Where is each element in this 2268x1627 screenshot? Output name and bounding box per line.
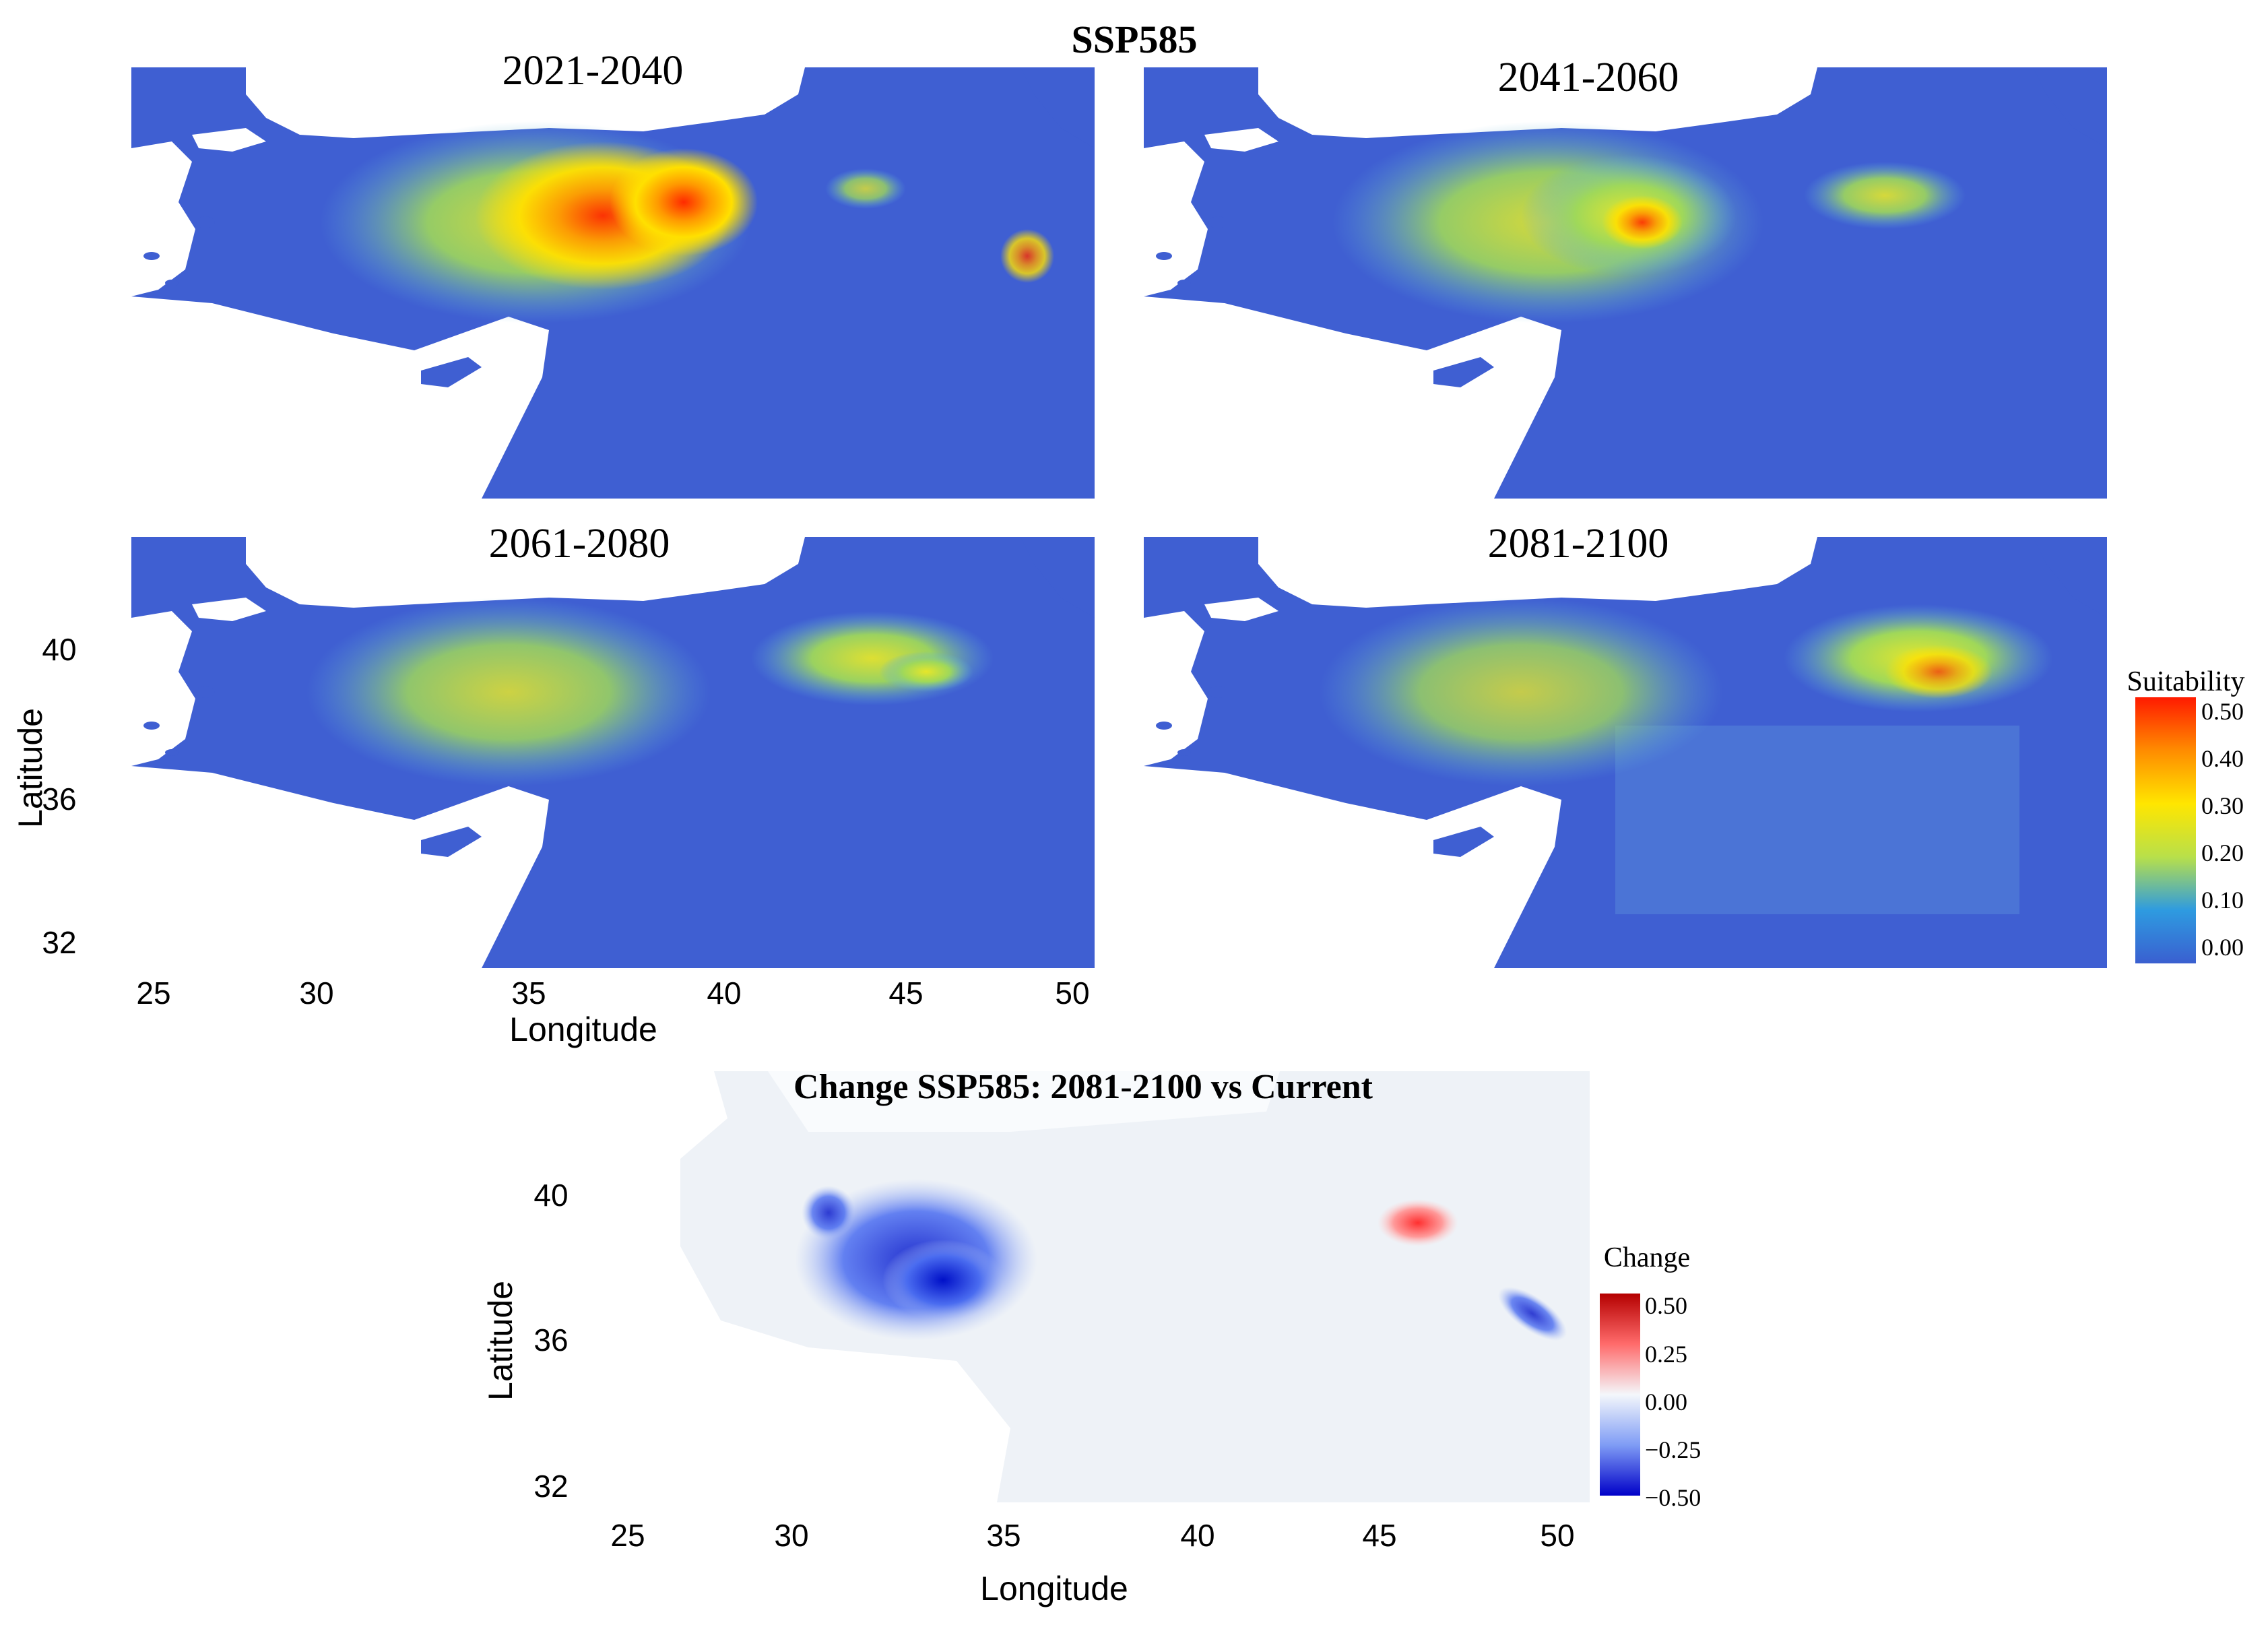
y-axis-title: Latitude xyxy=(11,708,49,828)
suitability-legend: Suitability 0.50 0.40 0.30 0.20 0.10 0.0… xyxy=(2127,666,2245,963)
y-tick-label: 32 xyxy=(533,1469,568,1504)
map-panel-2081-2100: 2081-2100 xyxy=(1144,521,2107,968)
x-tick-label: 45 xyxy=(1362,1518,1396,1553)
legend-tick: 0.30 xyxy=(2201,792,2244,819)
x-tick-label: 30 xyxy=(774,1518,808,1553)
x-tick-label: 25 xyxy=(610,1518,645,1553)
x-tick-label: 40 xyxy=(1180,1518,1214,1553)
x-tick-label: 50 xyxy=(1540,1518,1574,1553)
y-axis-top: 40 36 32 Latitude xyxy=(11,632,77,960)
legend-tick: −0.50 xyxy=(1645,1484,1701,1511)
legend-tick: 0.20 xyxy=(2201,839,2244,866)
y-tick-label: 32 xyxy=(42,925,76,960)
panel-label: 2041-2060 xyxy=(1498,55,1679,100)
x-axis-top: 25 30 35 40 45 50 Longitude xyxy=(136,976,1089,1048)
legend-tick: 0.25 xyxy=(1645,1341,1687,1368)
legend-tick: 0.00 xyxy=(1645,1389,1687,1415)
y-tick-label: 40 xyxy=(533,1178,568,1213)
x-tick-label: 40 xyxy=(707,976,741,1011)
x-tick-label: 35 xyxy=(986,1518,1020,1553)
legend-tick: −0.25 xyxy=(1645,1436,1701,1463)
panel-label: 2061-2080 xyxy=(489,521,670,567)
x-tick-label: 35 xyxy=(511,976,546,1011)
x-tick-label: 45 xyxy=(888,976,923,1011)
legend-colorbar xyxy=(2135,697,2196,963)
y-tick-label: 36 xyxy=(533,1322,568,1358)
legend-title: Change xyxy=(1604,1242,1690,1273)
x-tick-label: 30 xyxy=(299,976,333,1011)
map-panel-2021-2040: 2021-2040 xyxy=(131,48,1095,499)
x-axis-title: Longitude xyxy=(980,1570,1128,1607)
x-tick-label: 50 xyxy=(1055,976,1089,1011)
figure-title: SSP585 xyxy=(1072,18,1198,61)
x-axis-change: 25 30 35 40 45 50 Longitude xyxy=(610,1518,1574,1607)
legend-tick: 0.50 xyxy=(1645,1292,1687,1319)
panel-label: 2021-2040 xyxy=(503,48,684,94)
change-legend: Change 0.50 0.25 0.00 −0.25 −0.50 xyxy=(1600,1242,1701,1511)
panel-label: 2081-2100 xyxy=(1488,521,1669,567)
y-tick-label: 36 xyxy=(42,781,76,817)
legend-tick: 0.10 xyxy=(2201,887,2244,914)
y-tick-label: 40 xyxy=(42,632,76,667)
map-panel-2061-2080: 2061-2080 xyxy=(131,521,1095,968)
legend-tick: 0.50 xyxy=(2201,698,2244,725)
x-tick-label: 25 xyxy=(136,976,170,1011)
legend-tick: 0.40 xyxy=(2201,745,2244,772)
y-axis-change: 40 36 32 Latitude xyxy=(482,1178,569,1504)
map-panel-2041-2060: 2041-2060 xyxy=(1144,55,2107,499)
legend-colorbar xyxy=(1600,1294,1640,1496)
change-map-panel: Change SSP585: 2081-2100 vs Current xyxy=(616,1068,1590,1502)
legend-tick: 0.00 xyxy=(2201,934,2244,961)
x-axis-title: Longitude xyxy=(509,1011,657,1048)
y-axis-title: Latitude xyxy=(482,1281,519,1401)
legend-title: Suitability xyxy=(2127,666,2244,697)
change-map-title: Change SSP585: 2081-2100 vs Current xyxy=(793,1068,1373,1106)
